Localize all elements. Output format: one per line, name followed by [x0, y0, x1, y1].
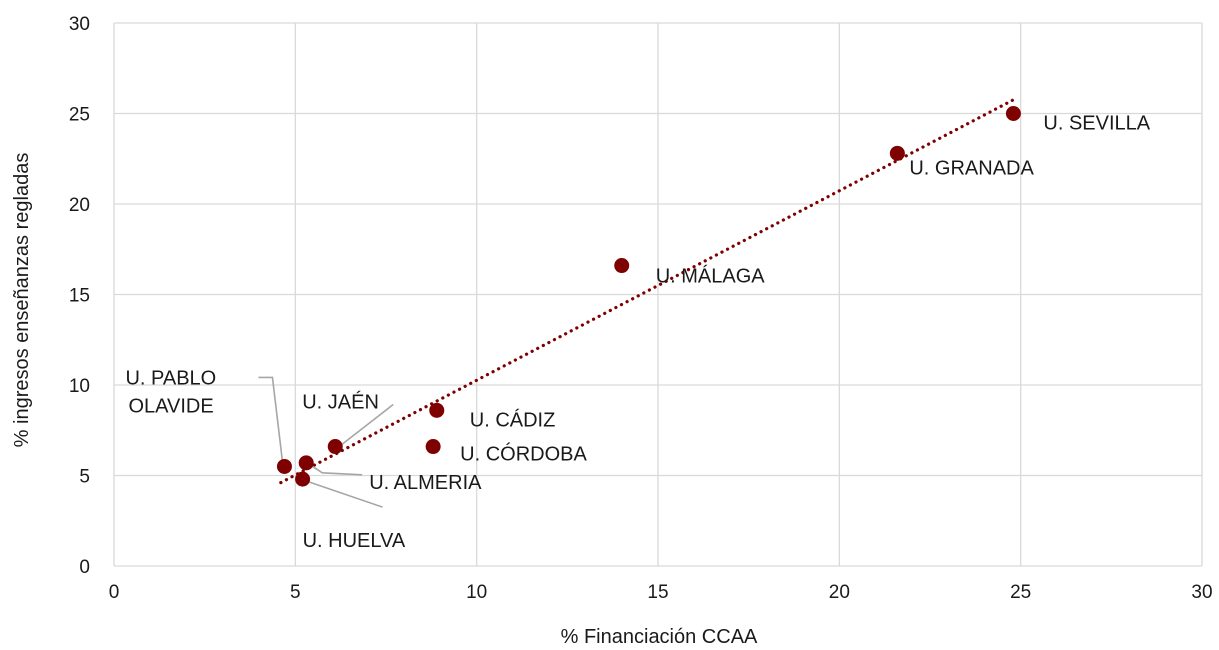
x-tick-label-2: 10: [466, 582, 487, 603]
scatter-point-5: [327, 439, 343, 455]
trendline: [279, 96, 1019, 485]
point-label-3: U. CÁDIZ: [470, 408, 556, 431]
point-label-4: U. CÓRDOBA: [460, 443, 587, 466]
leader-line-8: [258, 376, 284, 462]
scatter-point-3: [429, 402, 445, 418]
grid-lines: [113, 22, 1203, 567]
point-label-8: U. PABLO OLAVIDE: [125, 367, 216, 417]
scatter-point-1: [889, 145, 905, 161]
y-tick-label-4: 20: [69, 195, 90, 216]
x-tick-label-5: 25: [1010, 582, 1031, 603]
x-tick-label-1: 5: [290, 582, 301, 603]
point-label-0: U. SEVILLA: [1043, 113, 1150, 135]
point-label-1: U. GRANADA: [909, 157, 1034, 179]
x-axis-label: % Financiación CCAA: [561, 626, 758, 648]
x-tick-label-4: 20: [829, 582, 850, 603]
y-tick-label-2: 10: [69, 376, 90, 397]
y-tick-label-1: 5: [79, 467, 90, 488]
point-label-2: U. MÁLAGA: [656, 265, 766, 288]
scatter-point-6: [298, 455, 314, 471]
point-label-line: U. PABLO: [125, 367, 216, 389]
leader-lines: [258, 376, 394, 508]
scatter-point-4: [425, 439, 441, 455]
data-points: [276, 106, 1021, 487]
scatter-point-7: [295, 471, 311, 487]
y-tick-label-3: 15: [69, 286, 90, 307]
x-tick-label-0: 0: [109, 582, 120, 603]
point-label-5: U. JAÉN: [302, 391, 379, 414]
leader-line-7: [306, 480, 383, 508]
leader-line-5: [338, 403, 394, 448]
scatter-point-2: [614, 258, 630, 274]
y-tick-label-5: 25: [69, 105, 90, 126]
point-labels: U. SEVILLA U. GRANADA U. MÁLAGA U. CÁDIZ U. …: [125, 113, 1150, 553]
scatter-point-8: [276, 458, 292, 474]
point-label-line: OLAVIDE: [128, 395, 213, 417]
scatter-point-0: [1005, 106, 1021, 121]
point-label-7: U. HUELVA: [303, 530, 406, 552]
y-axis-label: % ingresos enseñanzas regladas: [11, 153, 33, 448]
y-tick-label-0: 0: [79, 557, 90, 578]
point-label-6: U. ALMERIA: [369, 472, 482, 494]
trendline-layer: [279, 96, 1019, 485]
x-tick-label-3: 15: [647, 582, 668, 603]
leader-line-6: [309, 464, 363, 476]
y-tick-label-6: 30: [69, 14, 90, 35]
x-tick-label-6: 30: [1191, 582, 1212, 603]
tick-labels: 0 5 10 15 20 25 30 0 5 10 15 20 25 30: [69, 14, 1213, 603]
